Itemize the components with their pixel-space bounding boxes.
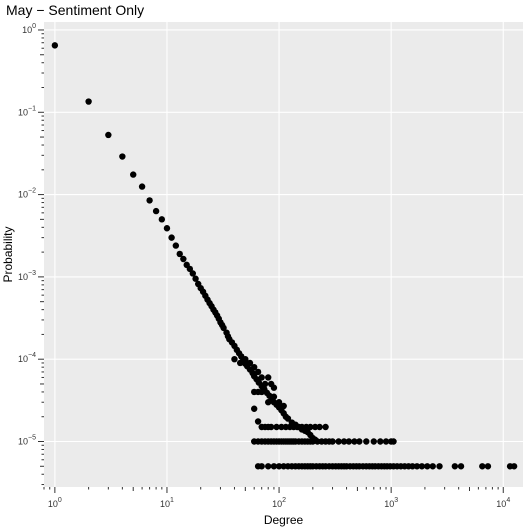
data-point — [270, 384, 278, 391]
x-tick-label: 104 — [496, 497, 510, 509]
data-point — [278, 423, 285, 431]
data-point — [311, 423, 319, 431]
data-point — [429, 463, 436, 470]
chart-title: May − Sentiment Only — [6, 2, 145, 18]
data-point — [436, 463, 443, 470]
data-point — [250, 405, 258, 412]
data-point — [258, 463, 265, 470]
data-point — [340, 438, 348, 445]
data-point — [258, 374, 265, 381]
y-tick-label: 10−5 — [18, 434, 36, 446]
data-point — [390, 438, 397, 445]
data-point — [451, 463, 459, 470]
data-point — [356, 438, 363, 445]
data-point — [189, 270, 196, 277]
data-point — [264, 399, 272, 406]
data-point — [130, 171, 137, 178]
y-tick-label: 10−3 — [18, 270, 36, 282]
grid-lines — [44, 22, 523, 487]
x-axis: 100 101 102 103 104 — [43, 487, 510, 509]
data-point — [254, 368, 262, 376]
data-point — [345, 438, 353, 445]
data-point — [322, 423, 329, 431]
data-point — [363, 438, 370, 445]
y-axis-title: Probability — [1, 226, 15, 282]
data-point — [418, 463, 426, 470]
data-point — [180, 255, 187, 263]
data-point — [264, 463, 272, 470]
data-point — [409, 463, 416, 470]
data-point — [275, 399, 283, 406]
data-point — [85, 98, 92, 105]
data-point — [275, 463, 283, 470]
data-point — [163, 225, 171, 232]
x-tick-label: 101 — [160, 497, 174, 509]
data-point — [280, 402, 287, 410]
data-point — [105, 131, 112, 139]
data-point — [316, 423, 323, 431]
data-point — [479, 463, 486, 470]
data-point — [413, 463, 421, 470]
data-point — [382, 438, 390, 445]
x-tick-label: 102 — [272, 497, 286, 509]
data-point — [377, 438, 384, 445]
data-point — [186, 265, 194, 273]
data-point — [236, 359, 244, 367]
data-point — [307, 423, 314, 431]
data-point — [484, 463, 492, 470]
data-point — [457, 463, 465, 470]
data-point — [242, 355, 249, 363]
data-point — [231, 355, 238, 363]
data-point — [119, 153, 126, 160]
y-tick-label: 10−4 — [18, 352, 36, 364]
y-axis: 100 10−1 10−2 10−3 10−4 10−5 — [18, 23, 44, 486]
data-point — [424, 463, 431, 470]
data-point — [246, 359, 254, 367]
data-point — [273, 423, 280, 431]
data-point — [284, 415, 292, 422]
data-point — [267, 423, 275, 431]
data-point — [220, 324, 227, 332]
data-point — [254, 418, 262, 425]
x-axis-title: Degree — [264, 513, 304, 527]
data-point — [192, 275, 199, 282]
data-point — [264, 374, 272, 381]
data-point — [172, 242, 180, 249]
data-point — [258, 388, 265, 396]
data-point — [270, 393, 278, 400]
data-point — [138, 183, 146, 190]
data-point — [152, 207, 160, 215]
data-point — [370, 438, 377, 445]
data-point — [261, 380, 269, 388]
data-points — [51, 42, 518, 470]
data-point — [510, 463, 518, 470]
data-point — [146, 197, 153, 204]
data-point — [293, 423, 301, 431]
data-point — [329, 438, 336, 445]
x-tick-label: 103 — [384, 497, 398, 509]
data-point — [176, 250, 183, 258]
data-point — [51, 42, 59, 49]
y-tick-label: 10−2 — [18, 188, 36, 200]
x-tick-label: 100 — [48, 497, 62, 509]
data-point — [270, 463, 278, 470]
data-point — [335, 438, 342, 445]
y-tick-label: 100 — [22, 23, 36, 35]
y-tick-label: 10−1 — [18, 105, 36, 117]
data-point — [309, 438, 317, 445]
data-point — [158, 216, 166, 223]
data-point — [351, 438, 358, 445]
data-point — [250, 363, 258, 371]
data-point — [168, 234, 175, 241]
